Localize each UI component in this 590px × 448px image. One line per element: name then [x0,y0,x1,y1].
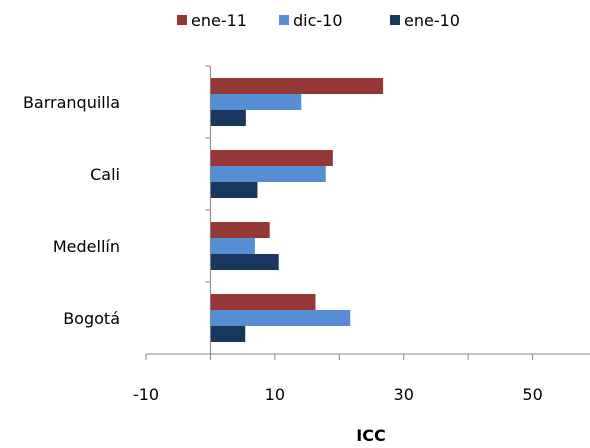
bar-medellin-dic-10 [210,238,255,254]
bars [210,78,384,342]
legend-label-dic-10: dic-10 [293,11,343,30]
bar-barranquilla-ene-11 [210,78,384,94]
legend-swatch-ene-11 [177,15,187,25]
category-label-cali: Cali [90,165,120,184]
axes: -10 10 30 50 Barranquilla Cali Medellín Bogotá [23,65,590,404]
x-axis-title: ICC [356,426,385,445]
x-tick-label: 10 [265,385,285,404]
bar-bogota-dic-10 [210,310,351,326]
legend-swatch-ene-10 [390,15,400,25]
bar-cali-ene-11 [210,150,333,166]
legend-label-ene-11: ene-11 [191,11,247,30]
bar-cali-dic-10 [210,166,326,182]
x-tick-label: -10 [133,385,159,404]
bar-cali-ene-10 [210,182,258,198]
category-label-medellin: Medellín [53,237,120,256]
category-label-bogota: Bogotá [63,309,120,328]
bar-medellin-ene-11 [210,222,270,238]
bar-bogota-ene-11 [210,294,316,310]
bar-medellin-ene-10 [210,254,279,270]
bar-bogota-ene-10 [210,326,246,342]
bar-barranquilla-ene-10 [210,110,246,126]
x-tick-label: 50 [522,385,542,404]
legend-swatch-dic-10 [279,15,289,25]
x-tick-label: 30 [394,385,414,404]
legend-label-ene-10: ene-10 [404,11,460,30]
bar-barranquilla-dic-10 [210,94,302,110]
legend: ene-11 dic-10 ene-10 [177,11,460,30]
category-label-barranquilla: Barranquilla [23,93,120,112]
